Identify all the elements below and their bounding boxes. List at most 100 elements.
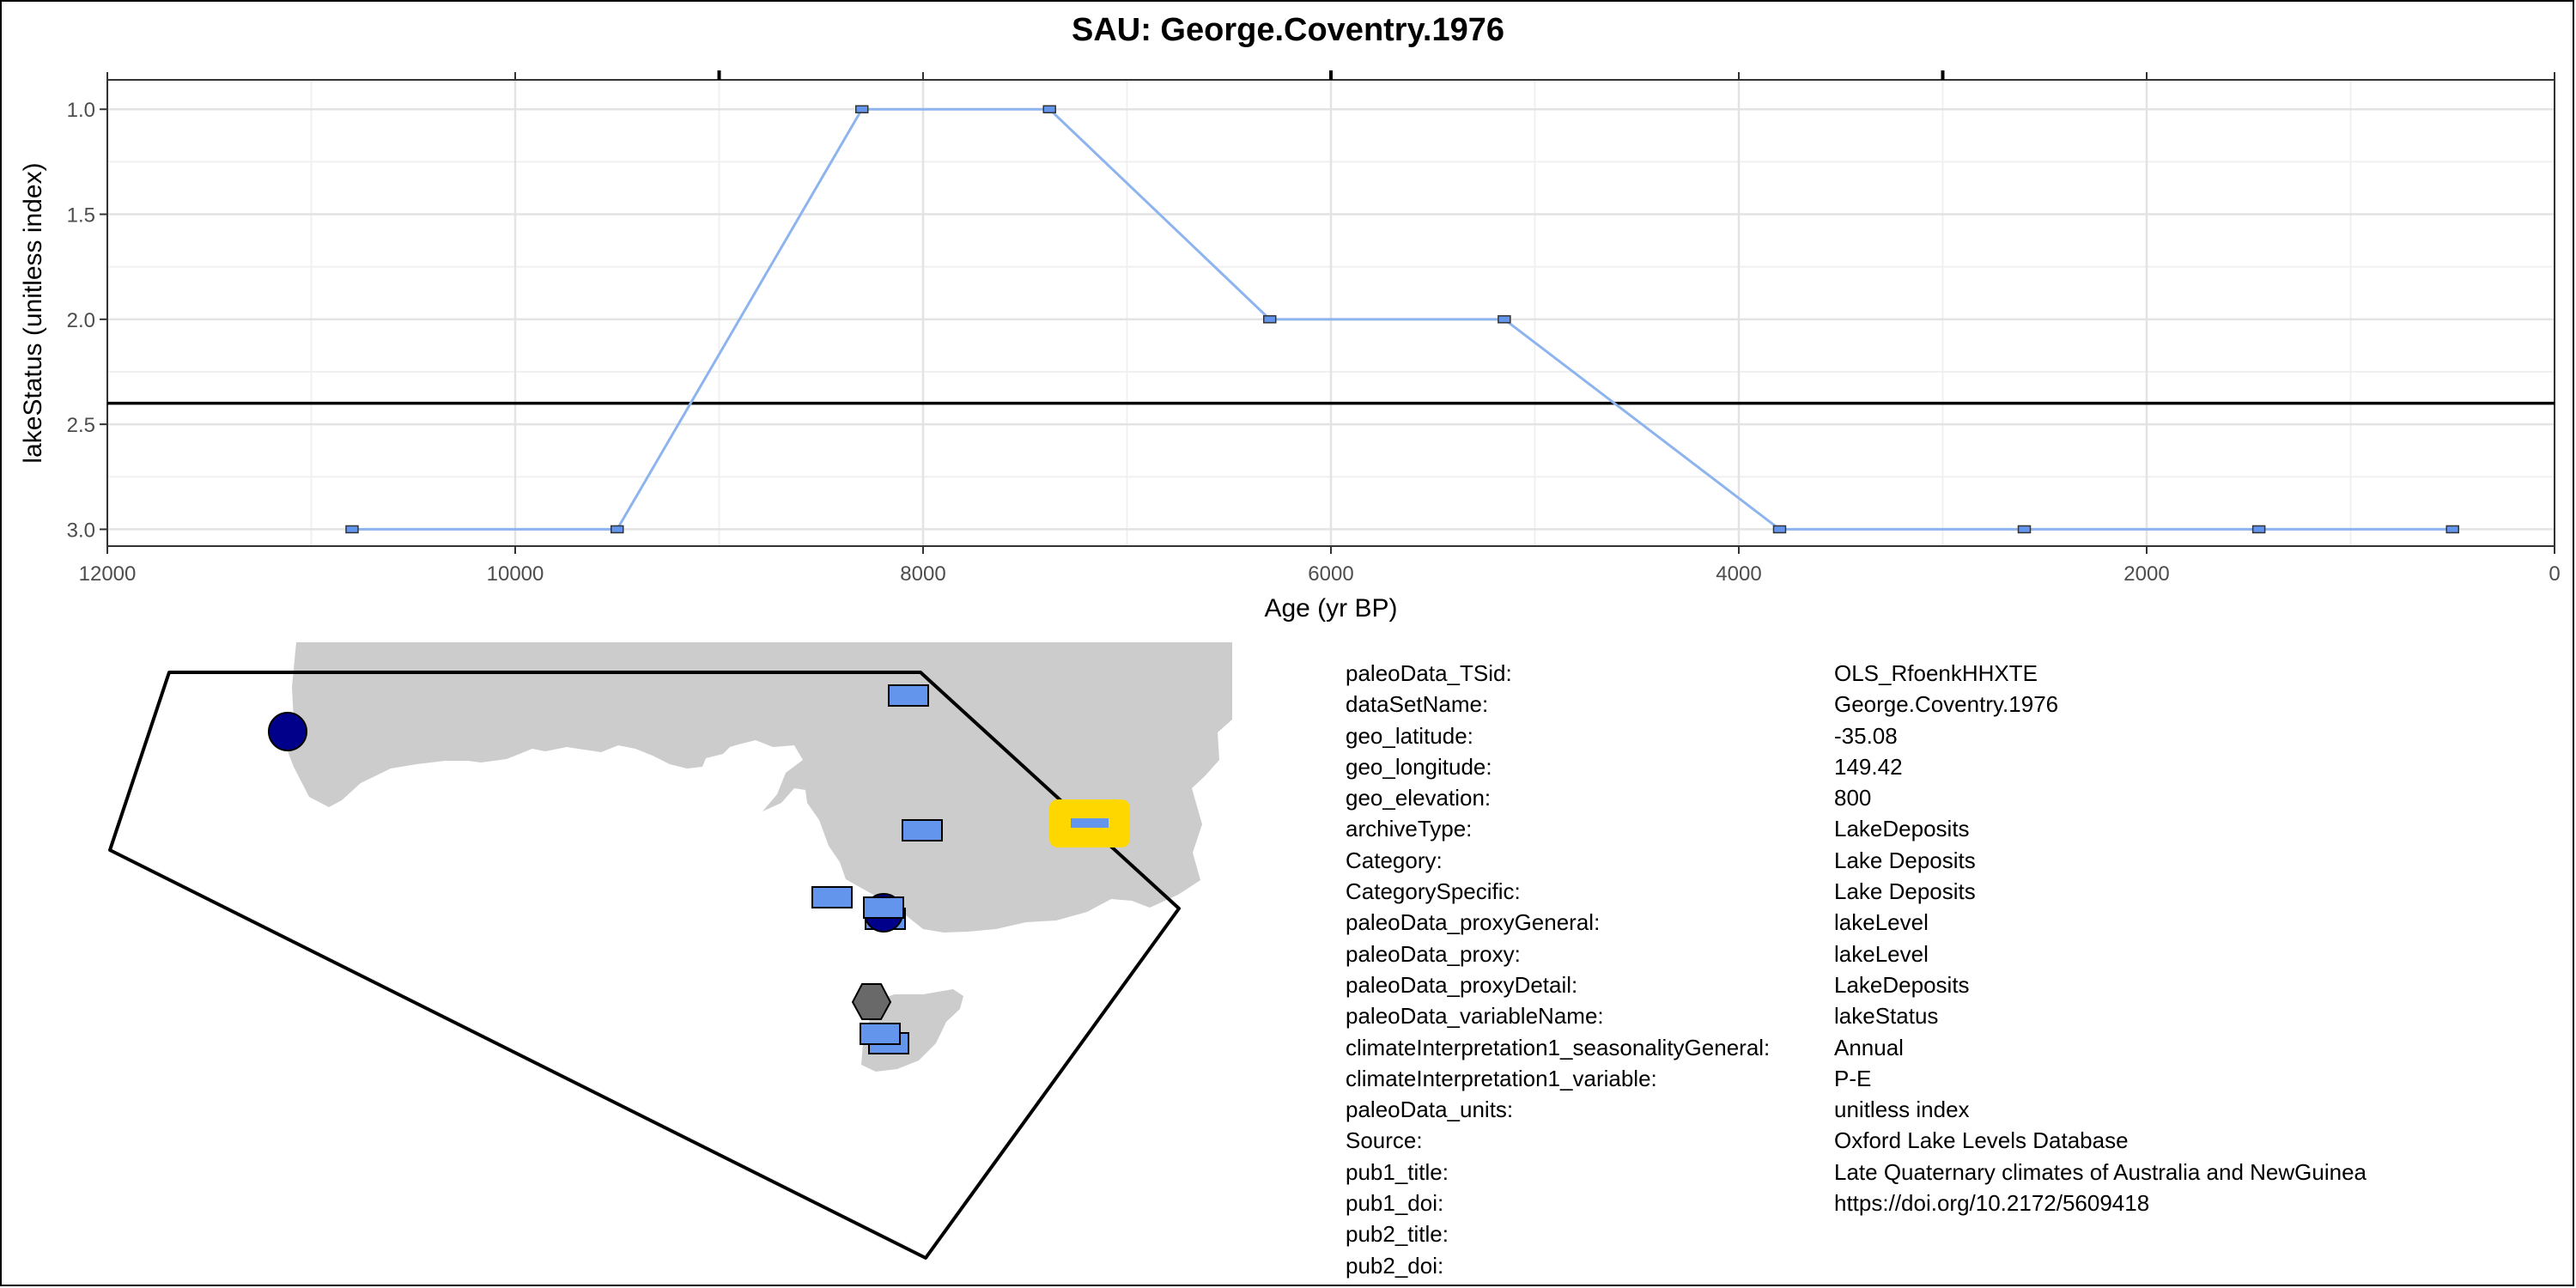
metadata-key: CategorySpecific:	[1346, 878, 1521, 905]
data-point	[855, 105, 869, 113]
x-tick-label: 8000	[900, 562, 945, 586]
x-tick-label: 12000	[79, 562, 137, 586]
axes: 12000 10000 8000 6000 4000 2000 0 1.0 1.5 2.0 2.5 3…	[67, 70, 2561, 586]
data-point	[2017, 525, 2032, 534]
data-point	[1042, 105, 1056, 113]
metadata-key: pub2_title:	[1346, 1221, 1449, 1248]
metadata-value: Late Quaternary climates of Australia an…	[1834, 1158, 2367, 1185]
metadata-value: lakeLevel	[1834, 940, 1929, 967]
metadata-row: paleoData_variableName: lakeStatus	[1346, 1000, 2548, 1031]
metadata-row: Source: Oxford Lake Levels Database	[1346, 1125, 2548, 1156]
metadata-key: climateInterpretation1_variable:	[1346, 1065, 1657, 1091]
region-boundary	[108, 671, 1181, 1260]
metadata-key: pub1_doi:	[1346, 1190, 1444, 1217]
metadata-value: https://doi.org/10.2172/5609418	[1834, 1190, 2150, 1217]
site-marker-circle	[268, 712, 307, 751]
metadata-row: geo_latitude: -35.08	[1346, 720, 2548, 751]
data-series	[107, 105, 2555, 534]
metadata-key: Source:	[1346, 1127, 1423, 1154]
metadata-row: geo_elevation: 800	[1346, 782, 2548, 813]
metadata-row: paleoData_proxyDetail: LakeDeposits	[1346, 969, 2548, 1000]
y-tick-label: 2.0	[67, 309, 95, 332]
metadata-key: pub1_title:	[1346, 1158, 1449, 1185]
metadata-row: paleoData_proxy: lakeLevel	[1346, 939, 2548, 969]
x-tick-label: 6000	[1308, 562, 1353, 586]
metadata-row: Category: Lake Deposits	[1346, 845, 2548, 876]
metadata-value: Annual	[1834, 1034, 1904, 1060]
metadata-key: geo_longitude:	[1346, 753, 1492, 780]
site-marker-square	[888, 684, 929, 707]
land-mass	[288, 642, 1232, 1072]
data-point	[1263, 315, 1277, 324]
metadata-key: paleoData_units:	[1346, 1097, 1514, 1123]
site-marker-hexagon	[851, 983, 892, 1020]
metadata-row: pub2_doi:	[1346, 1250, 2548, 1281]
metadata-row: climateInterpretation1_seasonalityGenera…	[1346, 1032, 2548, 1063]
metadata-key: paleoData_proxyGeneral:	[1346, 909, 1601, 936]
metadata-value: George.Coventry.1976	[1834, 691, 2059, 718]
metadata-row: pub1_doi: https://doi.org/10.2172/5609418	[1346, 1188, 2548, 1218]
metadata-row: paleoData_units: unitless index	[1346, 1094, 2548, 1125]
metadata-row: paleoData_TSid: OLS_RfoenkHHXTE	[1346, 658, 2548, 689]
y-tick-label: 2.5	[67, 414, 95, 437]
metadata-value: lakeLevel	[1834, 909, 1929, 936]
data-point	[2445, 525, 2459, 534]
metadata-row: pub1_title: Late Quaternary climates of A…	[1346, 1157, 2548, 1188]
metadata-table: paleoData_TSid: OLS_RfoenkHHXTE dataSetNam…	[1346, 658, 2548, 1281]
metadata-key: paleoData_TSid:	[1346, 660, 1512, 686]
metadata-value: LakeDeposits	[1834, 971, 1970, 998]
x-tick-label: 10000	[487, 562, 544, 586]
metadata-key: pub2_doi:	[1346, 1252, 1444, 1279]
metadata-row: dataSetName: George.Coventry.1976	[1346, 689, 2548, 720]
metadata-value: unitless index	[1834, 1097, 1970, 1123]
metadata-value: 149.42	[1834, 753, 1903, 780]
site-marker-square	[863, 896, 904, 919]
metadata-value: OLS_RfoenkHHXTE	[1834, 660, 2038, 686]
metadata-value: Oxford Lake Levels Database	[1834, 1127, 2129, 1154]
chart-title: SAU: George.Coventry.1976	[1071, 12, 1505, 48]
x-tick-label: 0	[2549, 562, 2560, 586]
y-tick-label: 3.0	[67, 519, 95, 542]
metadata-row: paleoData_proxyGeneral: lakeLevel	[1346, 907, 2548, 938]
metadata-key: paleoData_proxyDetail:	[1346, 971, 1578, 998]
metadata-key: geo_latitude:	[1346, 722, 1473, 749]
metadata-key: paleoData_variableName:	[1346, 1003, 1604, 1030]
metadata-row: geo_longitude: 149.42	[1346, 751, 2548, 782]
x-tick-label: 2000	[2123, 562, 2169, 586]
data-point	[1772, 525, 1787, 534]
site-marker-square	[902, 819, 943, 841]
y-axis-label: lakeStatus (unitless index)	[19, 162, 47, 463]
site-marker-square	[860, 1023, 901, 1045]
metadata-row: archiveType: LakeDeposits	[1346, 813, 2548, 844]
data-point	[611, 525, 624, 534]
metadata-row: pub2_title:	[1346, 1218, 2548, 1249]
x-tick-label: 4000	[1716, 562, 1761, 586]
metadata-key: paleoData_proxy:	[1346, 940, 1521, 967]
data-point	[2251, 525, 2266, 534]
metadata-value: -35.08	[1834, 722, 1898, 749]
metadata-value: Lake Deposits	[1834, 878, 1976, 905]
metadata-value: lakeStatus	[1834, 1003, 1939, 1030]
lake-status-chart: 12000 10000 8000 6000 4000 2000 0 1.0 1.5 2.0 2.5 3…	[19, 70, 2561, 623]
metadata-value: LakeDeposits	[1834, 816, 1970, 842]
metadata-key: climateInterpretation1_seasonalityGenera…	[1346, 1034, 1771, 1060]
metadata-row: climateInterpretation1_variable: P-E	[1346, 1063, 2548, 1094]
metadata-key: Category:	[1346, 847, 1443, 873]
y-tick-label: 1.0	[67, 99, 95, 122]
grid	[106, 80, 2556, 546]
data-point	[345, 525, 359, 534]
site-marker-square	[811, 886, 853, 908]
site-map	[108, 642, 1232, 1260]
metadata-key: dataSetName:	[1346, 691, 1489, 718]
data-point	[1498, 315, 1511, 324]
current-site-marker	[1071, 818, 1109, 828]
metadata-value: P-E	[1834, 1065, 1872, 1091]
y-tick-label: 1.5	[67, 204, 95, 228]
x-axis-label: Age (yr BP)	[1264, 594, 1397, 623]
series-line	[352, 107, 2453, 531]
metadata-row: CategorySpecific: Lake Deposits	[1346, 876, 2548, 907]
metadata-key: archiveType:	[1346, 816, 1473, 842]
metadata-value: Lake Deposits	[1834, 847, 1976, 873]
metadata-key: geo_elevation:	[1346, 785, 1492, 811]
